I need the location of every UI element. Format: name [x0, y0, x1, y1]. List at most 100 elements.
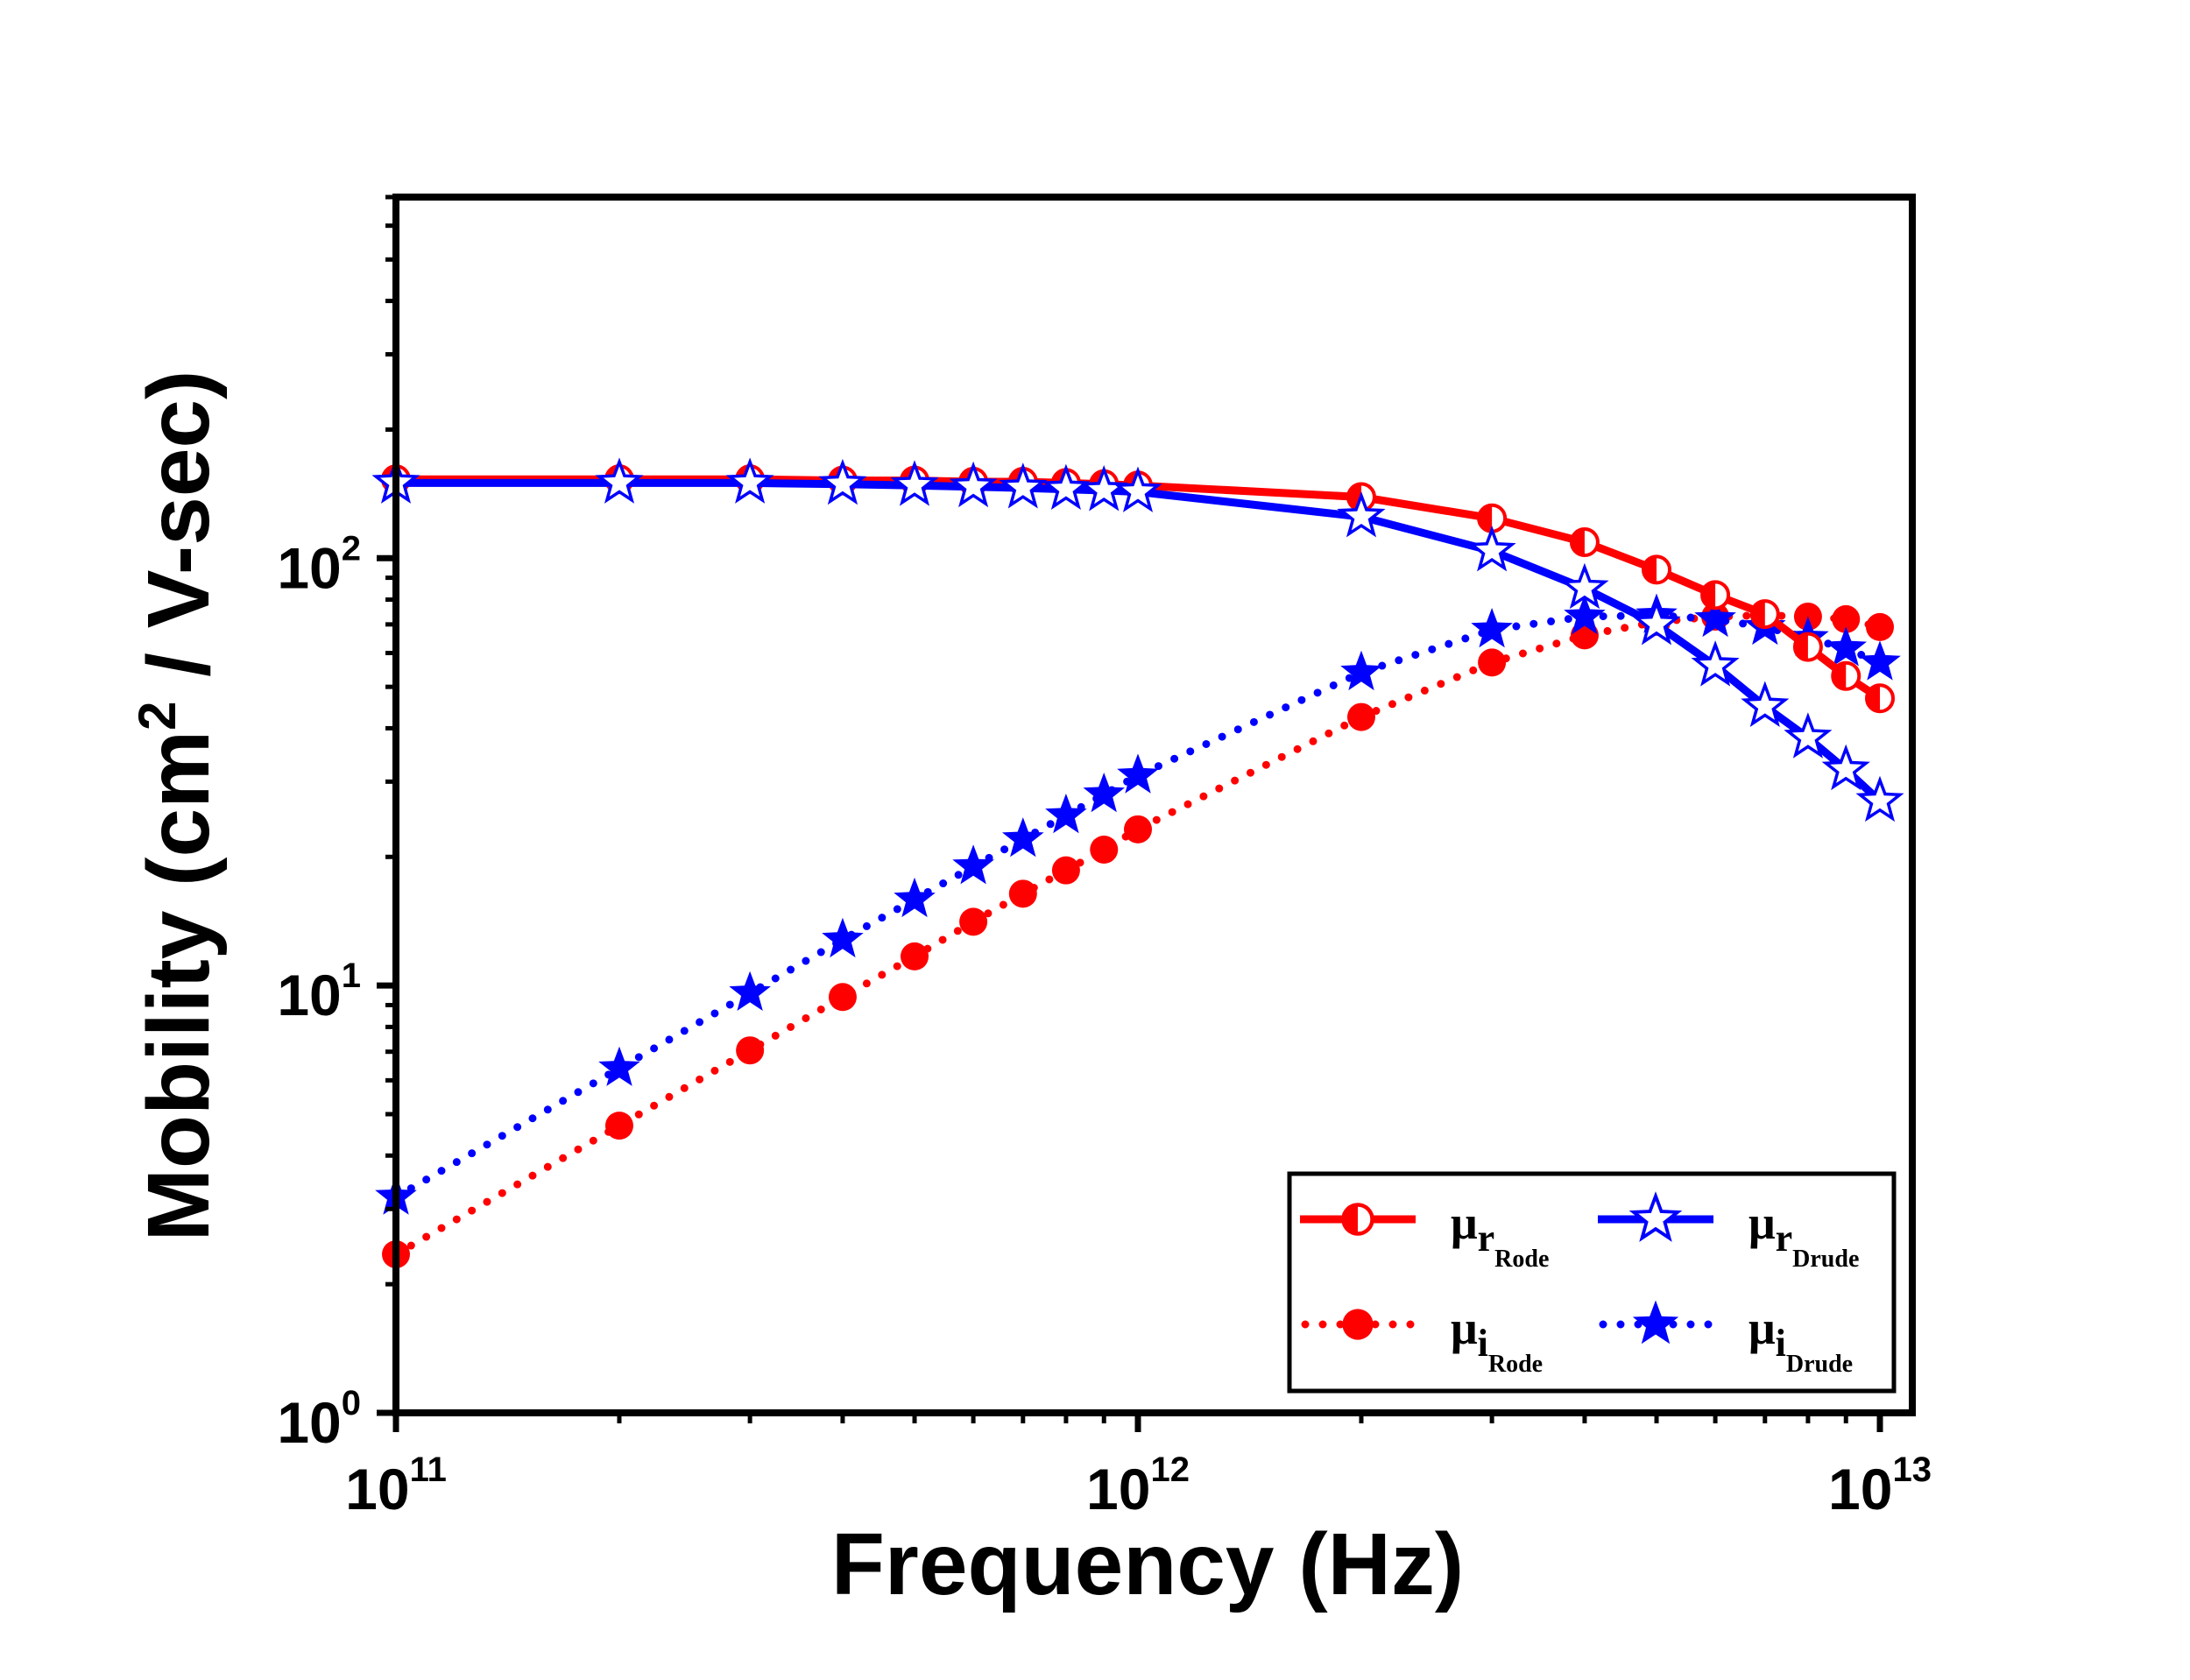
data-point-marker	[1467, 525, 1516, 572]
legend-subsubscript: Drude	[1786, 1351, 1853, 1378]
y-tick-base: 10	[277, 1390, 341, 1455]
legend-symbol: μ	[1451, 1302, 1478, 1354]
data-point-marker	[1560, 562, 1609, 610]
legend-subsubscript: Rode	[1488, 1351, 1543, 1378]
x-tick-base: 10	[345, 1457, 409, 1521]
ticks-layer	[377, 194, 1883, 1432]
legend-symbol: μ	[1748, 1302, 1776, 1354]
y-axis-title-superscript: 2	[128, 702, 187, 731]
data-point-marker	[952, 844, 994, 885]
legend-symbol: μ	[1748, 1196, 1776, 1249]
y-tick-label: 100	[277, 1384, 361, 1455]
x-tick-label: 1011	[345, 1451, 447, 1521]
data-point-marker	[1700, 580, 1731, 611]
data-point-marker	[1090, 835, 1119, 864]
data-point-marker	[949, 461, 998, 508]
legend-subscript: i	[1478, 1322, 1488, 1365]
data-point-marker	[1008, 879, 1037, 908]
y-tick-exponent: 1	[342, 956, 361, 995]
legend-label: μrDrude	[1748, 1196, 1859, 1273]
legend-item-mu_r_Drude: μrDrude	[1598, 1191, 1859, 1273]
y-axis-title-suffix: / V-sec)	[130, 371, 228, 702]
data-point-marker	[1832, 604, 1861, 633]
legend-subsubscript: Drude	[1792, 1246, 1859, 1273]
y-tick-base: 10	[277, 535, 341, 600]
legend-subscript: i	[1776, 1322, 1786, 1365]
data-point-marker	[1855, 775, 1904, 822]
data-point-marker	[1821, 744, 1870, 791]
x-tick-base: 10	[1086, 1457, 1150, 1521]
data-point-marker	[1117, 753, 1159, 794]
data-point-marker	[1042, 463, 1091, 511]
legend-label: μrRode	[1451, 1196, 1549, 1273]
legend-subscript: r	[1478, 1217, 1495, 1260]
data-point-marker	[1632, 598, 1681, 646]
legend-box	[1287, 1171, 1897, 1394]
data-point-marker	[1051, 856, 1080, 885]
legend-item-mu_i_Rode: μiRode	[1301, 1302, 1543, 1378]
data-point-marker	[1792, 632, 1823, 662]
series-layer	[371, 457, 1904, 1268]
data-point-marker	[1340, 650, 1382, 691]
x-tick-exponent: 13	[1892, 1451, 1932, 1489]
data-point-marker	[1569, 527, 1600, 558]
data-point-marker	[725, 457, 774, 504]
data-point-marker	[890, 460, 939, 506]
data-point-marker	[1859, 640, 1901, 681]
data-point-marker	[1825, 626, 1867, 667]
data-point-marker	[1564, 595, 1606, 635]
data-point-marker	[1045, 794, 1087, 834]
data-point-marker	[959, 907, 988, 936]
x-axis-title: Frequency (Hz)	[831, 1515, 1464, 1613]
data-point-marker	[1471, 608, 1513, 648]
y-axis-title: Mobility (cm2 / V-sec)	[128, 371, 228, 1242]
data-point-marker	[736, 1036, 765, 1065]
data-point-marker	[894, 877, 936, 918]
data-point-marker	[1694, 596, 1736, 638]
data-point-marker	[595, 457, 644, 504]
data-point-marker	[1642, 554, 1672, 585]
data-point-marker	[818, 458, 867, 505]
plot-frame	[392, 194, 1916, 1416]
data-point-marker	[1124, 815, 1152, 844]
data-point-marker	[822, 917, 864, 958]
data-point-marker	[1865, 683, 1895, 714]
data-point-marker	[901, 942, 929, 971]
data-point-marker	[828, 983, 857, 1012]
x-tick-exponent: 12	[1150, 1451, 1190, 1489]
legend-item-mu_r_Rode: μrRode	[1300, 1196, 1549, 1273]
data-point-marker	[1113, 466, 1162, 512]
x-tick-base: 10	[1828, 1457, 1892, 1521]
data-point-marker	[1866, 612, 1894, 641]
legend-label: μiRode	[1451, 1302, 1543, 1378]
data-point-marker	[1628, 1191, 1683, 1242]
data-point-marker	[1002, 817, 1044, 858]
data-point-marker	[1784, 712, 1833, 759]
data-point-marker	[1831, 660, 1862, 691]
legend-symbol: μ	[1451, 1196, 1478, 1249]
legend-subscript: r	[1776, 1217, 1793, 1260]
y-tick-label: 102	[277, 529, 361, 600]
data-point-marker	[1477, 503, 1508, 533]
data-point-marker	[1346, 702, 1375, 731]
y-tick-base: 10	[277, 963, 341, 1027]
data-point-marker	[1341, 1203, 1374, 1236]
legend-subsubscript: Rode	[1494, 1246, 1549, 1273]
y-tick-label: 101	[277, 956, 361, 1027]
data-point-marker	[1083, 773, 1125, 813]
x-tick-label: 1012	[1086, 1451, 1190, 1521]
data-point-marker	[1478, 648, 1507, 677]
legend-item-mu_i_Drude: μiDrude	[1599, 1300, 1853, 1378]
data-point-marker	[1342, 1309, 1374, 1340]
data-point-marker	[1337, 491, 1386, 538]
data-point-marker	[999, 462, 1048, 509]
x-tick-exponent: 11	[410, 1451, 447, 1489]
data-point-marker	[1741, 681, 1790, 727]
data-point-marker	[1749, 599, 1780, 630]
data-point-marker	[729, 971, 771, 1011]
legend-label: μiDrude	[1748, 1302, 1853, 1378]
